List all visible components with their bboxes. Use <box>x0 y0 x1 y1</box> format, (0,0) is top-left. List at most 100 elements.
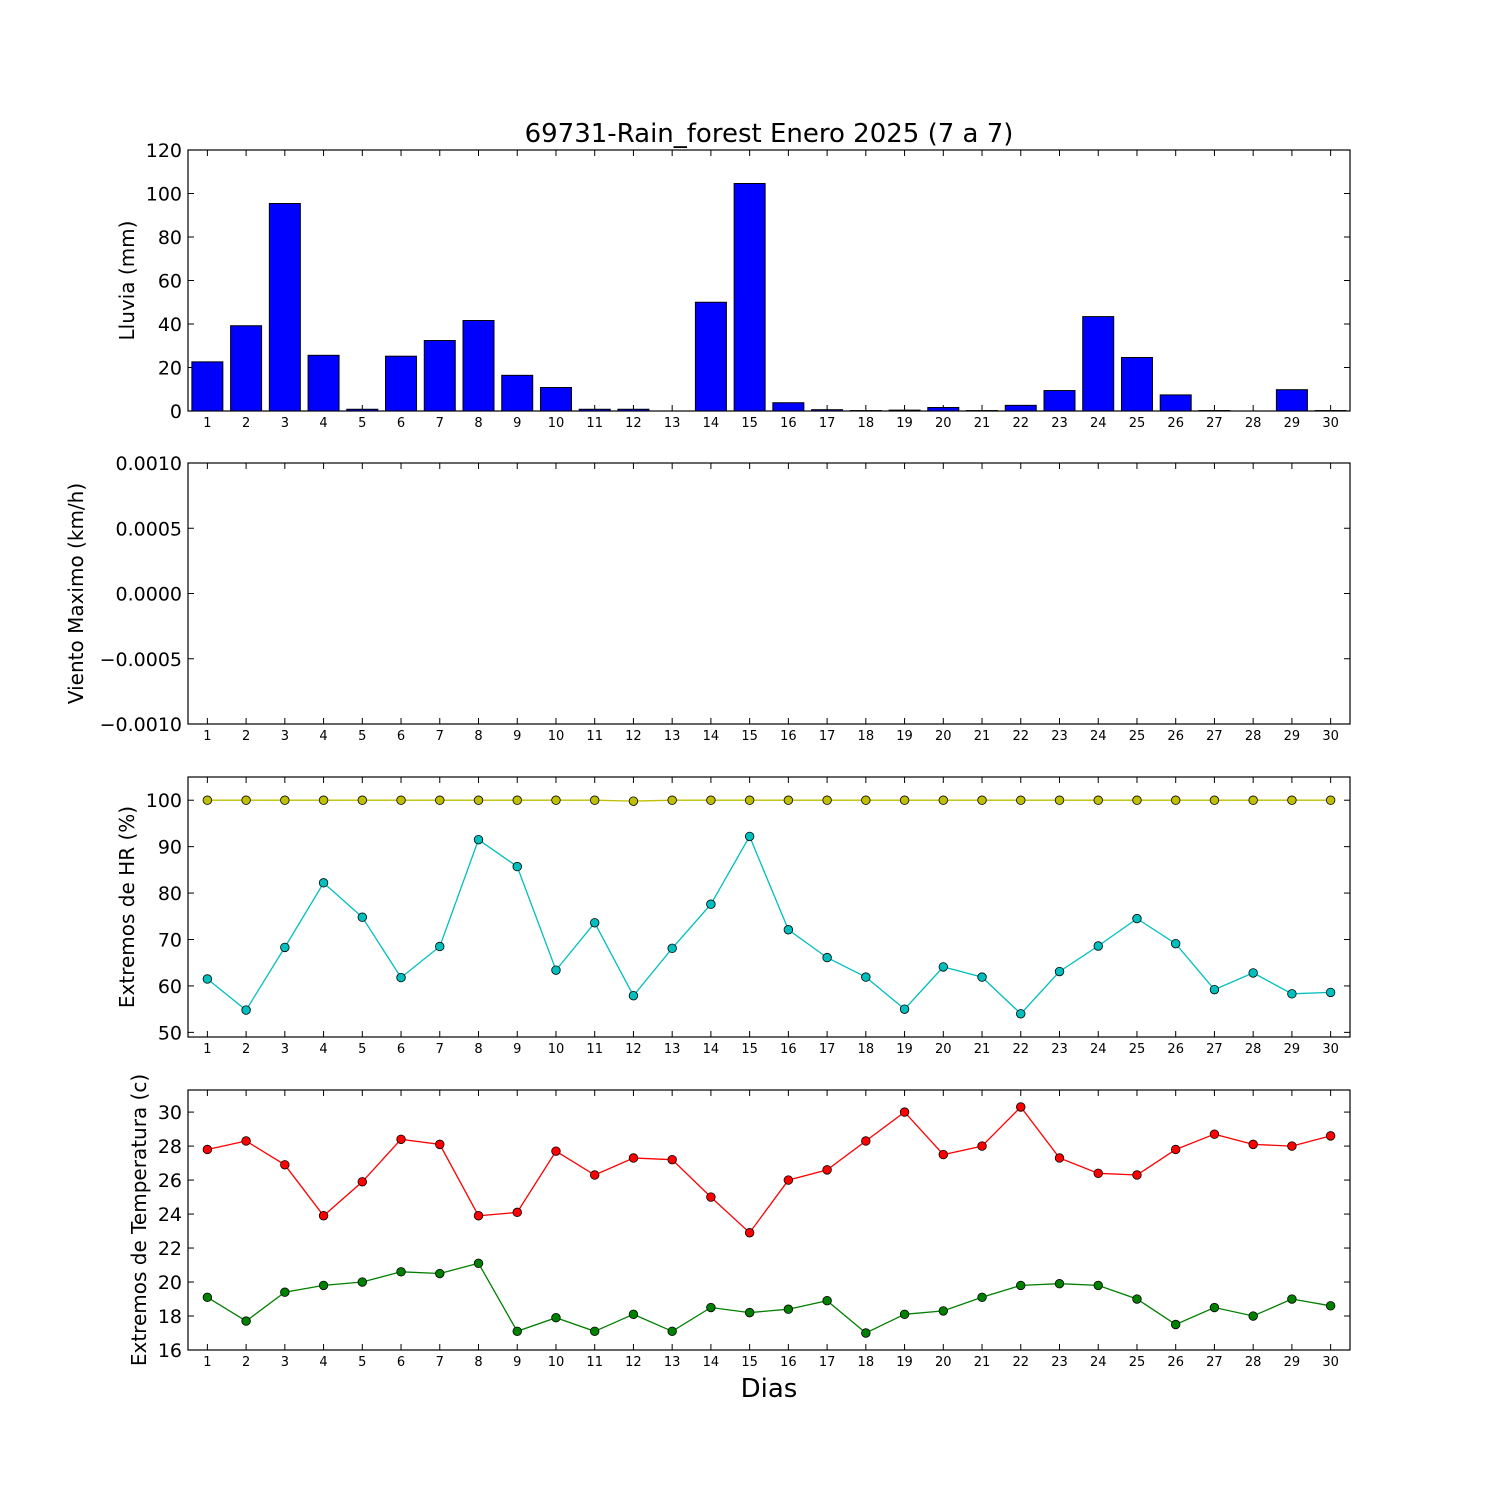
x-tick-label: 13 <box>664 1042 681 1057</box>
data-point <box>357 795 368 805</box>
y-axis-label: Lluvia (mm) <box>115 221 139 341</box>
data-point <box>1248 795 1258 805</box>
x-tick-label: 4 <box>319 1042 327 1057</box>
x-tick-label: 9 <box>513 1042 521 1057</box>
data-point <box>1170 1319 1181 1330</box>
data-point <box>899 1309 910 1320</box>
data-point <box>1093 941 1103 951</box>
rain-bar <box>888 409 921 412</box>
y-tick-label: 60 <box>158 976 182 998</box>
data-point <box>241 1136 251 1146</box>
data-point <box>202 1144 213 1155</box>
x-tick-label: 14 <box>703 729 720 744</box>
data-point <box>551 1146 561 1156</box>
data-point <box>938 795 949 805</box>
rain-bar <box>1082 316 1115 412</box>
y-tick-label: 26 <box>158 1170 182 1192</box>
data-point <box>1248 1139 1258 1150</box>
x-tick-label: 2 <box>242 416 250 431</box>
x-tick-label: 16 <box>780 416 797 431</box>
data-point <box>590 1326 600 1337</box>
data-point <box>783 925 794 935</box>
data-point <box>744 795 755 805</box>
data-point <box>899 1107 910 1117</box>
x-tick-label: 29 <box>1284 1042 1301 1057</box>
y-tick-label: 24 <box>158 1204 182 1226</box>
data-point <box>822 1165 832 1175</box>
data-point <box>706 1192 716 1202</box>
series-line-1 <box>207 799 1331 802</box>
data-point <box>280 1160 290 1170</box>
x-tick-label: 19 <box>896 1042 913 1057</box>
y-tick-label: 120 <box>146 140 182 162</box>
y-tick-label: 60 <box>158 271 182 293</box>
x-tick-label: 5 <box>358 729 366 744</box>
data-point <box>628 1153 639 1163</box>
data-point <box>357 1277 368 1287</box>
x-tick-label: 11 <box>586 729 603 744</box>
data-point <box>318 1211 329 1221</box>
data-point <box>977 1292 987 1303</box>
data-point <box>396 1267 406 1277</box>
series-line-2 <box>206 834 1331 1015</box>
rain-bar <box>733 182 766 412</box>
rain-bar <box>1004 404 1037 412</box>
y-axis-label: Extremos de Temperatura (c) <box>127 1074 151 1366</box>
x-tick-label: 15 <box>741 416 758 431</box>
x-tick-label: 5 <box>358 416 366 431</box>
data-point <box>667 1326 677 1337</box>
data-point <box>706 899 716 909</box>
data-point <box>241 1005 251 1015</box>
x-tick-label: 27 <box>1206 416 1223 431</box>
x-tick-label: 2 <box>242 1355 250 1370</box>
data-point <box>1016 795 1026 805</box>
data-point <box>1209 984 1220 995</box>
data-point <box>861 1136 871 1146</box>
rain-bar <box>307 354 340 412</box>
x-tick-label: 17 <box>819 1355 836 1370</box>
data-point <box>1287 1294 1297 1304</box>
x-tick-label: 15 <box>741 1042 758 1057</box>
x-tick-label: 2 <box>242 1042 250 1057</box>
rain-bar <box>462 320 495 412</box>
y-tick-label: 100 <box>146 790 182 812</box>
data-point <box>241 795 251 805</box>
x-tick-label: 18 <box>858 1042 875 1057</box>
rain-bar <box>230 325 263 412</box>
rain-bar <box>501 374 534 412</box>
data-point <box>473 1258 484 1269</box>
x-tick-label: 24 <box>1090 1042 1107 1057</box>
rain-bar <box>268 203 301 412</box>
x-axis-label: Dias <box>741 1374 798 1404</box>
x-tick-label: 4 <box>319 1355 327 1370</box>
x-tick-label: 26 <box>1167 1042 1184 1057</box>
y-tick-label: 28 <box>158 1136 182 1158</box>
x-tick-label: 8 <box>474 1042 482 1057</box>
chart-title: 69731-Rain_forest Enero 2025 (7 a 7) <box>525 119 1014 149</box>
x-tick-label: 6 <box>397 416 405 431</box>
x-tick-label: 29 <box>1284 416 1301 431</box>
x-tick-label: 7 <box>436 1042 444 1057</box>
data-point <box>1093 1280 1103 1291</box>
x-tick-label: 24 <box>1090 1355 1107 1370</box>
x-tick-label: 17 <box>819 416 836 431</box>
data-point <box>977 972 987 982</box>
rain-bar <box>191 361 224 412</box>
data-point <box>822 952 832 963</box>
x-tick-label: 6 <box>397 1042 405 1057</box>
data-point <box>861 795 871 805</box>
data-point <box>1132 795 1142 805</box>
data-point <box>628 990 639 1001</box>
data-point <box>1054 795 1065 805</box>
x-tick-label: 16 <box>780 729 797 744</box>
data-point <box>590 918 600 928</box>
x-tick-label: 11 <box>586 1355 603 1370</box>
data-point <box>977 795 987 805</box>
data-point <box>512 861 522 872</box>
x-tick-label: 10 <box>548 1042 565 1057</box>
x-tick-label: 4 <box>319 416 327 431</box>
x-tick-label: 1 <box>203 416 211 431</box>
x-tick-label: 3 <box>281 729 289 744</box>
data-point <box>590 1170 600 1180</box>
